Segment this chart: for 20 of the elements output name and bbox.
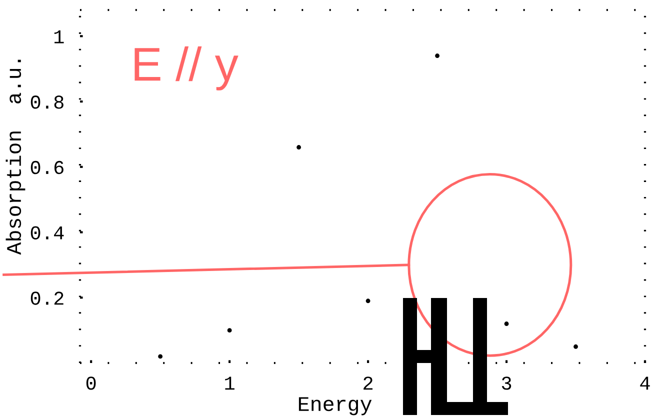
point <box>504 322 509 326</box>
x-axis-title: Energy <box>298 397 372 416</box>
point <box>227 328 232 333</box>
point <box>435 54 440 58</box>
y-tick-label: 0.2 <box>30 292 64 305</box>
y-axis-title: Absorption a.u. <box>6 60 26 255</box>
annotation: E // y <box>134 46 238 90</box>
y-tick-label: 0.4 <box>30 226 64 240</box>
point <box>158 354 163 359</box>
y-tick-label: 1 <box>54 30 64 44</box>
x-tick-label: 1 <box>225 376 234 390</box>
x-tick-label: 4 <box>640 376 650 390</box>
point <box>366 298 370 304</box>
point <box>574 344 578 349</box>
y-tick-label: 0.8 <box>30 96 64 109</box>
y-tick-label: 0.6 <box>30 160 64 174</box>
x-tick-label: 2 <box>364 376 372 390</box>
point <box>296 145 302 150</box>
x-tick-label: 0 <box>86 376 96 390</box>
x-tick-label: 3 <box>502 376 512 390</box>
